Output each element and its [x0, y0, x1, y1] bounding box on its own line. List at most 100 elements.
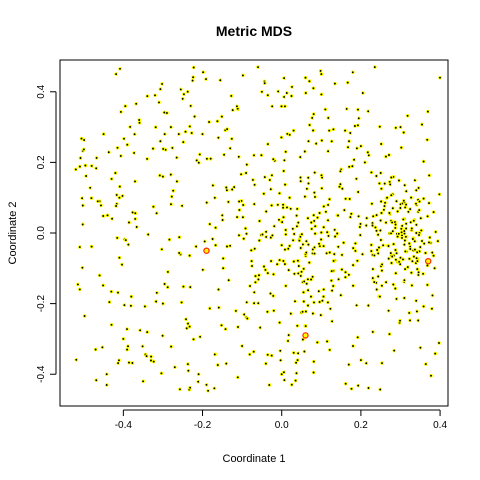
data-point [253, 280, 258, 285]
data-point [252, 153, 256, 158]
data-point [105, 213, 110, 218]
data-point [304, 281, 309, 286]
data-point [388, 182, 393, 187]
y-tick-label: -0.2 [36, 295, 47, 313]
data-point [228, 146, 233, 151]
data-point [360, 252, 365, 257]
data-point [167, 237, 172, 242]
data-point [278, 348, 283, 353]
data-point [252, 246, 257, 251]
data-point [425, 283, 430, 287]
data-point [268, 187, 273, 192]
x-tick-label: 0.4 [433, 420, 447, 431]
data-point [320, 298, 325, 303]
data-point [343, 381, 348, 386]
data-point [270, 104, 275, 109]
data-point [365, 150, 370, 155]
data-point [309, 277, 313, 282]
data-point [110, 216, 114, 221]
data-point [386, 256, 391, 261]
data-point [207, 120, 211, 124]
data-point [247, 352, 252, 357]
data-point [302, 279, 307, 284]
x-tick-label: 0.0 [275, 420, 289, 431]
data-point [338, 169, 343, 174]
data-point [351, 263, 355, 267]
data-point [278, 358, 283, 363]
data-point [356, 116, 361, 121]
data-point [122, 136, 126, 141]
data-point [154, 299, 158, 304]
data-point [407, 256, 412, 261]
data-point [371, 214, 376, 219]
data-point [402, 296, 407, 300]
data-point [330, 319, 334, 324]
data-point [297, 238, 302, 243]
data-point [302, 149, 307, 154]
data-point [94, 156, 99, 160]
data-point [327, 197, 332, 202]
data-point [415, 309, 419, 314]
data-point [115, 236, 120, 240]
data-point [113, 171, 118, 175]
data-point [200, 132, 205, 136]
data-point [331, 284, 336, 288]
data-point [313, 231, 317, 236]
data-point [76, 282, 80, 287]
data-point [169, 344, 173, 349]
data-point [118, 154, 123, 158]
data-point [77, 245, 82, 249]
data-point [127, 220, 131, 225]
data-point [201, 70, 205, 75]
data-point [375, 248, 380, 252]
data-point [313, 195, 317, 199]
data-point [414, 298, 419, 303]
data-point [236, 154, 241, 159]
data-point [186, 368, 191, 373]
data-point [372, 65, 377, 69]
data-point [216, 135, 221, 140]
data-point [125, 327, 129, 331]
data-point [407, 311, 412, 315]
data-point [160, 82, 164, 86]
data-point [380, 361, 384, 365]
data-point [298, 234, 303, 239]
data-point [364, 361, 369, 366]
data-point [140, 344, 145, 349]
plot-frame [59, 59, 449, 407]
data-point [82, 147, 86, 152]
data-point [207, 222, 212, 226]
data-point [326, 203, 330, 207]
data-point [118, 66, 122, 71]
data-point [161, 147, 166, 151]
data-point [350, 164, 355, 169]
data-point [327, 128, 332, 133]
data-point [315, 215, 320, 220]
data-point [143, 304, 147, 309]
data-point [412, 254, 416, 259]
data-point [275, 202, 280, 207]
x-tick-label: -0.2 [194, 420, 212, 431]
data-point [291, 350, 296, 355]
data-point [348, 215, 353, 219]
data-point [321, 287, 326, 292]
data-point [312, 190, 317, 195]
data-point [326, 234, 331, 238]
data-point [347, 139, 351, 144]
data-point [191, 337, 196, 342]
data-point [282, 158, 287, 163]
data-point [191, 75, 195, 80]
data-point [401, 198, 406, 203]
data-point [80, 265, 85, 270]
data-point [230, 108, 235, 112]
data-point [324, 209, 328, 214]
data-point [312, 251, 317, 256]
data-point [390, 220, 394, 225]
data-point [414, 256, 419, 261]
data-point [250, 264, 254, 268]
data-point [117, 184, 122, 189]
data-point [296, 271, 301, 276]
data-point [288, 311, 293, 316]
data-point [153, 93, 157, 98]
data-point [116, 361, 120, 365]
